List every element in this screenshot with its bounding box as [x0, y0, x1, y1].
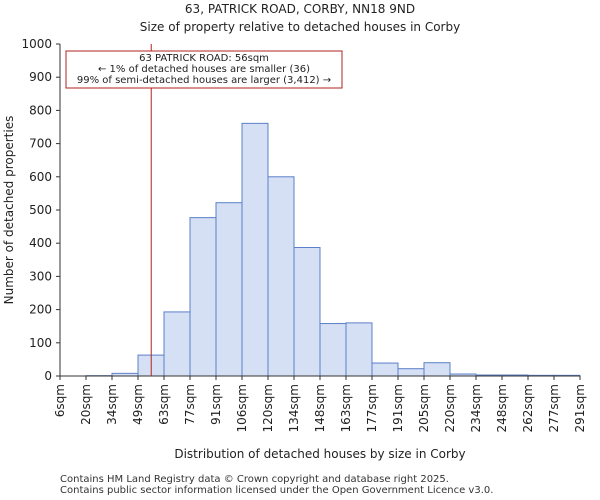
- x-tick-label: 277sqm: [547, 384, 561, 432]
- y-tick-label: 300: [29, 269, 52, 283]
- y-tick-label: 0: [44, 369, 52, 383]
- y-tick-label: 1000: [21, 37, 52, 51]
- x-tick-label: 49sqm: [131, 384, 145, 425]
- annotation-box: [65, 50, 343, 89]
- annotation-line-2: ← 1% of detached houses are smaller (36): [98, 64, 310, 75]
- x-tick-label: 91sqm: [209, 384, 223, 425]
- bar-120sqm: [267, 176, 295, 377]
- bar-148sqm: [319, 323, 347, 377]
- bar-177sqm: [371, 362, 399, 377]
- histogram-chart: 0 100 200 300 400 500 600 700 800 900 1000 6sqm 20s…: [2, 37, 587, 461]
- x-tick-label: 163sqm: [339, 384, 353, 432]
- annotation-line-1: 63 PATRICK ROAD: 56sqm: [139, 53, 269, 64]
- x-tick-label: 234sqm: [469, 384, 483, 432]
- bar-163sqm: [345, 322, 373, 377]
- y-tick-label: 200: [29, 303, 52, 317]
- bar-106sqm: [241, 122, 269, 377]
- annotation-line-3: 99% of semi-detached houses are larger (…: [77, 75, 331, 86]
- footer-copyright: Contains HM Land Registry data © Crown c…: [60, 474, 449, 485]
- y-tick-label: 800: [29, 103, 52, 117]
- x-tick-label: 106sqm: [235, 384, 249, 432]
- y-tick-label: 700: [29, 137, 52, 151]
- x-tick-label: 148sqm: [313, 384, 327, 432]
- x-tick-label: 291sqm: [573, 384, 587, 432]
- y-tick-label: 900: [29, 70, 52, 84]
- y-tick-label: 600: [29, 170, 52, 184]
- footer-licence: Contains public sector information licen…: [60, 485, 494, 496]
- x-tick-label: 20sqm: [79, 384, 93, 425]
- x-tick-label: 205sqm: [417, 384, 431, 432]
- x-tick-label: 220sqm: [443, 384, 457, 432]
- x-tick-label: 262sqm: [521, 384, 535, 432]
- x-tick-label: 34sqm: [105, 384, 119, 425]
- y-axis-label: Number of detached properties: [2, 116, 16, 305]
- bar-134sqm: [293, 247, 321, 377]
- y-tick-label: 400: [29, 236, 52, 250]
- x-tick-label: 248sqm: [495, 384, 509, 432]
- chart-subtitle: Size of property relative to detached ho…: [139, 20, 461, 34]
- x-tick-label: 63sqm: [157, 384, 171, 425]
- y-tick-label: 500: [29, 203, 52, 217]
- x-tick-label: 120sqm: [261, 384, 275, 432]
- x-tick-label: 134sqm: [287, 384, 301, 432]
- chart-title: 63, PATRICK ROAD, CORBY, NN18 9ND: [184, 2, 416, 16]
- x-tick-label: 77sqm: [183, 384, 197, 425]
- bar-91sqm: [215, 202, 243, 377]
- x-axis-label: Distribution of detached houses by size …: [174, 447, 465, 461]
- bar-63sqm: [163, 311, 191, 377]
- bar-191sqm: [397, 368, 425, 377]
- x-tick-label: 6sqm: [53, 384, 67, 417]
- x-tick-label: 177sqm: [365, 384, 379, 432]
- x-tick-label: 191sqm: [391, 384, 405, 432]
- bar-77sqm: [189, 217, 217, 377]
- bar-205sqm: [423, 362, 451, 377]
- y-tick-label: 100: [29, 336, 52, 350]
